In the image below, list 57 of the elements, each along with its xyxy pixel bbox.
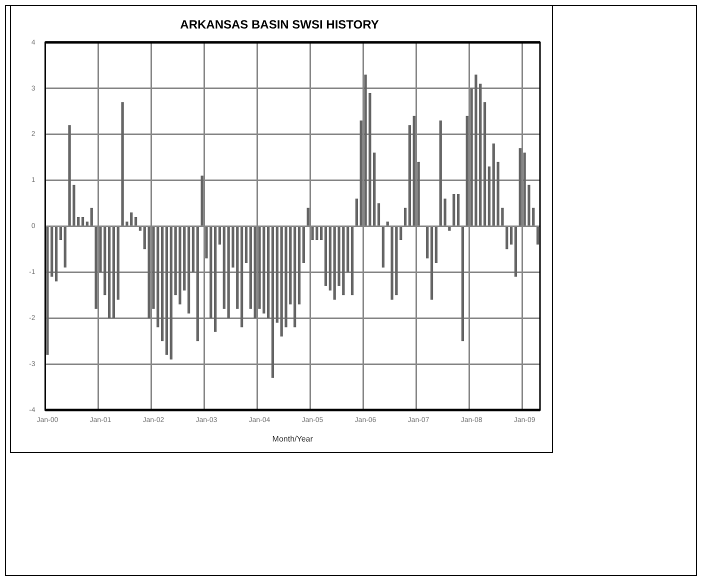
- bar: [90, 208, 93, 226]
- bar: [514, 226, 518, 277]
- bar: [346, 226, 350, 272]
- bar: [536, 226, 540, 245]
- bar: [324, 226, 328, 286]
- bar: [192, 226, 195, 272]
- bar: [200, 176, 204, 226]
- bar: [54, 226, 58, 282]
- bar: [456, 194, 460, 226]
- bar: [386, 222, 389, 226]
- bar: [306, 208, 310, 226]
- bar: [328, 226, 332, 291]
- bar: [138, 226, 142, 231]
- bar: [165, 226, 168, 355]
- bar: [46, 226, 49, 355]
- bar: [266, 226, 270, 318]
- bar: [404, 208, 407, 226]
- bar: [196, 226, 199, 342]
- bar: [293, 226, 296, 328]
- bar: [112, 226, 116, 318]
- bar: [218, 226, 222, 245]
- bar: [434, 226, 438, 263]
- bar: [108, 226, 111, 318]
- bar: [408, 125, 412, 226]
- bar: [461, 226, 464, 342]
- bar: [483, 102, 486, 226]
- bar: [452, 194, 456, 226]
- bar: [350, 226, 354, 296]
- bar: [116, 226, 120, 300]
- bar: [214, 226, 217, 332]
- chart-title: ARKANSAS BASIN SWSI HISTORY: [180, 18, 379, 32]
- bar: [59, 226, 62, 240]
- bar: [510, 226, 513, 245]
- bar: [430, 226, 434, 300]
- bar: [86, 222, 89, 226]
- bar: [426, 226, 429, 258]
- bar: [302, 226, 305, 263]
- bar: [506, 226, 508, 250]
- bar: [240, 226, 244, 328]
- bar: [187, 226, 190, 314]
- bar: [271, 226, 274, 378]
- bar: [448, 226, 451, 231]
- bar: [64, 226, 66, 268]
- bar: [364, 74, 367, 226]
- bar: [373, 152, 376, 226]
- bar: [355, 198, 358, 226]
- bar: [81, 217, 84, 226]
- bar: [311, 226, 314, 240]
- bar: [298, 226, 301, 304]
- bar: [134, 217, 138, 226]
- bar: [160, 226, 164, 342]
- bar: [488, 166, 491, 226]
- bar: [382, 226, 384, 268]
- bar: [320, 226, 323, 240]
- x-axis-title: Month/Year: [272, 434, 314, 444]
- bar: [244, 226, 248, 263]
- bar: [377, 203, 380, 226]
